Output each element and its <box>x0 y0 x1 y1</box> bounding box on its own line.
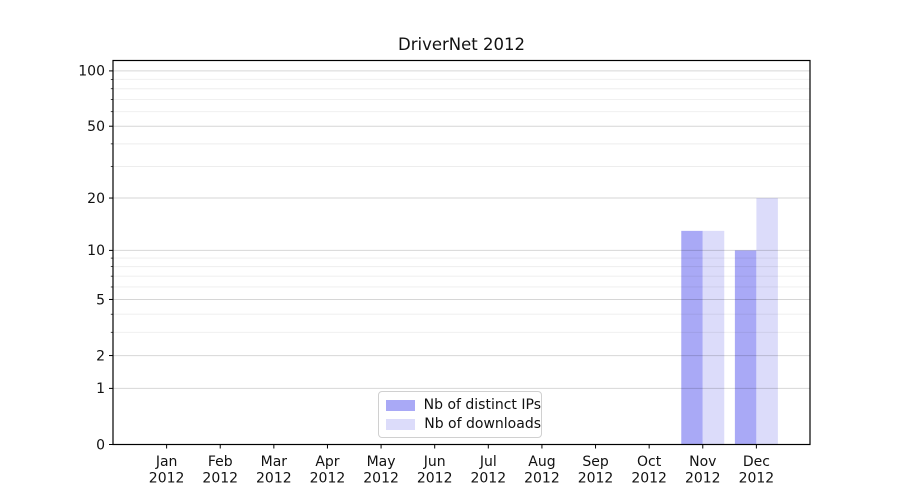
bar-nb-of-downloads-nov <box>702 230 725 445</box>
x-tick-label-month: Dec <box>743 454 770 470</box>
bar-nb-of-distinct-ips-dec <box>734 250 757 445</box>
y-tick-label: 20 <box>87 191 105 207</box>
y-tick-label: 10 <box>87 243 105 259</box>
x-tick-label-year: 2012 <box>363 471 399 487</box>
chart-legend: Nb of distinct IPs Nb of downloads <box>378 391 542 438</box>
y-tick-label: 2 <box>96 348 105 364</box>
x-tick-label-month: Jun <box>423 454 446 470</box>
legend-swatch-downloads <box>386 418 416 430</box>
legend-item-downloads: Nb of downloads <box>386 416 541 432</box>
bar-nb-of-downloads-dec <box>756 198 778 445</box>
x-tick-label-year: 2012 <box>685 471 721 487</box>
chart-title: DriverNet 2012 <box>398 35 525 54</box>
x-tick-label-year: 2012 <box>578 471 614 487</box>
y-tick-label: 1 <box>96 381 105 397</box>
plot-border <box>112 59 811 446</box>
x-tick-label-year: 2012 <box>524 471 560 487</box>
legend-label-downloads: Nb of downloads <box>424 416 541 432</box>
y-tick-label: 0 <box>96 437 105 453</box>
x-tick-label-month: Jul <box>479 454 497 470</box>
bar-nb-of-distinct-ips-nov <box>681 230 703 445</box>
legend-item-distinct-ips: Nb of distinct IPs <box>386 397 541 413</box>
x-tick-label-year: 2012 <box>739 471 775 487</box>
x-tick-label-year: 2012 <box>149 471 185 487</box>
y-tick-label: 100 <box>78 64 105 80</box>
y-tick-label: 5 <box>96 292 105 308</box>
x-tick-label-month: Jan <box>155 454 178 470</box>
x-tick-label-month: Sep <box>582 454 609 470</box>
x-tick-label-month: Oct <box>637 454 662 470</box>
y-tick-label: 50 <box>87 119 105 135</box>
x-tick-label-month: Aug <box>528 454 555 470</box>
x-tick-label-year: 2012 <box>417 471 453 487</box>
legend-swatch-distinct-ips <box>386 399 415 411</box>
x-tick-label-year: 2012 <box>256 471 292 487</box>
x-tick-label-month: Mar <box>261 454 288 470</box>
x-tick-label-year: 2012 <box>202 471 238 487</box>
legend-label-distinct-ips: Nb of distinct IPs <box>423 397 541 413</box>
x-tick-label-year: 2012 <box>631 471 667 487</box>
x-tick-label-month: Nov <box>689 454 716 470</box>
x-tick-label-month: May <box>367 454 396 470</box>
x-tick-label-year: 2012 <box>310 471 346 487</box>
x-tick-label-month: Apr <box>315 454 339 470</box>
x-tick-label-year: 2012 <box>470 471 506 487</box>
x-tick-label-month: Feb <box>208 454 233 470</box>
